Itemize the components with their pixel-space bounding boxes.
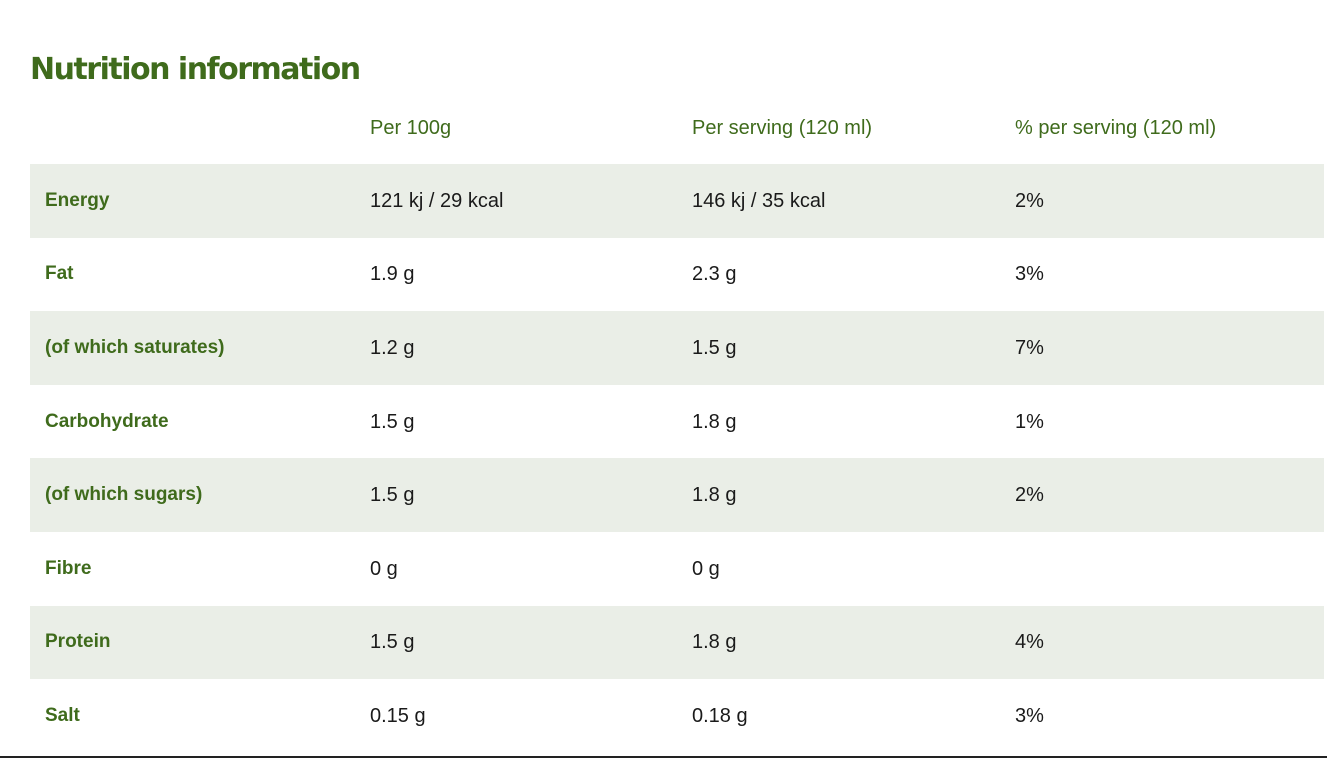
table-row-sugars: (of which sugars) 1.5 g 1.8 g 2% <box>30 458 1324 532</box>
per-100g-value: 1.5 g <box>370 484 415 507</box>
nutrient-label: Energy <box>45 189 110 211</box>
nutrient-label: Salt <box>45 704 80 726</box>
pct-serving-value: 2% <box>1015 484 1044 507</box>
per-100g-value: 121 kj / 29 kcal <box>370 189 504 212</box>
nutrient-label: Fibre <box>45 557 92 579</box>
page-title: Nutrition information <box>30 52 361 87</box>
pct-serving-value: 3% <box>1015 263 1044 286</box>
nutrition-table: Per 100g Per serving (120 ml) % per serv… <box>30 92 1324 753</box>
per-100g-value: 1.5 g <box>370 410 415 433</box>
per-serving-value: 1.8 g <box>692 631 737 654</box>
table-row-salt: Salt 0.15 g 0.18 g 3% <box>30 679 1324 753</box>
column-header-per-serving: Per serving (120 ml) <box>692 117 873 139</box>
table-row-energy: Energy 121 kj / 29 kcal 146 kj / 35 kcal… <box>30 164 1324 238</box>
bottom-divider <box>0 756 1327 758</box>
pct-serving-value: 7% <box>1015 336 1044 359</box>
per-serving-value: 1.8 g <box>692 484 737 507</box>
table-row-fat: Fat 1.9 g 2.3 g 3% <box>30 238 1324 312</box>
per-100g-value: 1.5 g <box>370 631 415 654</box>
pct-serving-value: 2% <box>1015 189 1044 212</box>
table-row-saturates: (of which saturates) 1.2 g 1.5 g 7% <box>30 311 1324 385</box>
per-serving-value: 1.5 g <box>692 336 737 359</box>
per-100g-value: 1.9 g <box>370 263 415 286</box>
per-serving-value: 0.18 g <box>692 704 748 727</box>
per-serving-value: 146 kj / 35 kcal <box>692 189 826 212</box>
table-row-carbohydrate: Carbohydrate 1.5 g 1.8 g 1% <box>30 385 1324 459</box>
nutrient-label: Fat <box>45 263 74 285</box>
pct-serving-value: 4% <box>1015 631 1044 654</box>
pct-serving-value: 1% <box>1015 410 1044 433</box>
column-header-per-100g: Per 100g <box>370 117 452 139</box>
per-serving-value: 0 g <box>692 557 720 580</box>
per-100g-value: 1.2 g <box>370 336 415 359</box>
per-100g-value: 0 g <box>370 557 398 580</box>
nutrient-label: (of which saturates) <box>45 336 225 358</box>
per-100g-value: 0.15 g <box>370 704 426 727</box>
pct-serving-value: 3% <box>1015 704 1044 727</box>
table-row-protein: Protein 1.5 g 1.8 g 4% <box>30 605 1324 680</box>
table-row-fibre: Fibre 0 g 0 g <box>30 532 1324 606</box>
table-header-row: Per 100g Per serving (120 ml) % per serv… <box>30 92 1324 164</box>
per-serving-value: 1.8 g <box>692 410 737 433</box>
per-serving-value: 2.3 g <box>692 263 737 286</box>
nutrient-label: (of which sugars) <box>45 484 203 506</box>
nutrient-label: Carbohydrate <box>45 410 169 432</box>
column-header-pct-serving: % per serving (120 ml) <box>1015 117 1217 139</box>
nutrient-label: Protein <box>45 631 111 653</box>
